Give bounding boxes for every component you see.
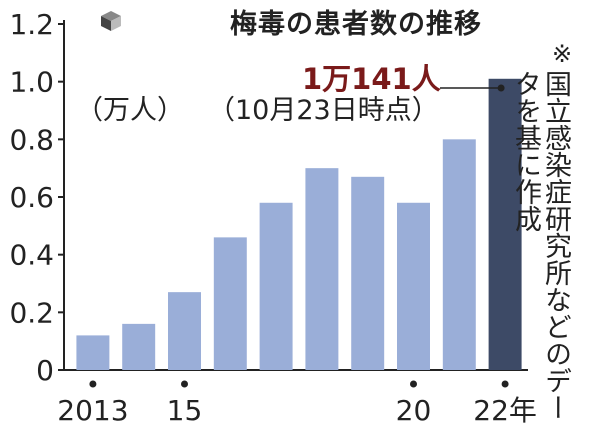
x-tick-dot bbox=[89, 380, 97, 388]
bar-14 bbox=[122, 323, 156, 370]
bar-20 bbox=[397, 202, 430, 370]
y-tick-label: 0 bbox=[36, 354, 54, 387]
bar-19 bbox=[351, 176, 385, 370]
y-tick-label: 0.2 bbox=[9, 296, 54, 329]
unit-label: （万人） bbox=[76, 95, 184, 126]
source-text: 国立感染症研究所などのデータを基に作成 bbox=[510, 70, 571, 421]
as-of-label: （10月23日時点） bbox=[208, 95, 439, 126]
bar-15 bbox=[168, 292, 201, 370]
source-note: ※ 国立感染症研究所などのデータを基に作成 bbox=[510, 40, 594, 421]
bar-21 bbox=[442, 139, 476, 370]
highlight-annotation: 1万141人 bbox=[302, 62, 441, 96]
x-tick-dot bbox=[181, 380, 188, 388]
annotation-leader-dot bbox=[497, 84, 505, 92]
x-tick-label: 22年 bbox=[473, 394, 537, 427]
chart-title-text: 梅毒の患者数の推移 bbox=[230, 9, 482, 40]
bar-18 bbox=[305, 168, 339, 370]
y-tick-label: 1.0 bbox=[9, 66, 54, 99]
bar-16 bbox=[213, 237, 247, 370]
source-mark: ※ bbox=[552, 40, 573, 68]
y-tick-label: 0.4 bbox=[9, 239, 54, 272]
bar-17 bbox=[259, 202, 293, 370]
x-tick-label: 2013 bbox=[57, 394, 128, 427]
cube-icon bbox=[101, 11, 121, 31]
x-tick-dot bbox=[410, 380, 417, 388]
y-tick-label: 1.2 bbox=[9, 8, 54, 41]
x-tick-label: 20 bbox=[396, 394, 432, 427]
bar-22 bbox=[488, 78, 522, 371]
bar-2013 bbox=[76, 335, 110, 370]
y-tick-label: 0.8 bbox=[9, 123, 54, 156]
x-tick-dot bbox=[501, 380, 509, 388]
y-tick-label: 0.6 bbox=[9, 181, 54, 214]
x-tick-label: 15 bbox=[167, 394, 203, 427]
